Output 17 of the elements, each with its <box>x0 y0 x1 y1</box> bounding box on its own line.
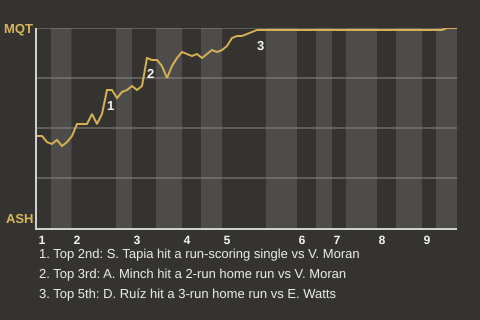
x-tick-label: 1 <box>38 233 46 248</box>
x-tick-label: 5 <box>224 233 231 248</box>
x-tick-label: 4 <box>184 233 191 248</box>
x-tick-label: 2 <box>74 233 81 248</box>
x-tick-label: 8 <box>378 233 386 248</box>
text: 3. Top 5th: D. Ruíz hit a 3-run home run vs E. Watts <box>39 286 336 301</box>
text: MQT <box>4 21 33 36</box>
annotation: 1 <box>107 98 114 113</box>
text: 2. Top 3rd: A. Minch hit a 2-run home run vs V. Moran <box>39 266 346 281</box>
x-tick-label: 9 <box>424 233 431 248</box>
annotation: 3 <box>257 38 264 53</box>
x-tick-label: 3 <box>134 233 141 248</box>
x-tick-label: 7 <box>334 233 341 248</box>
annotation: 2 <box>147 66 154 81</box>
text: ASH <box>6 211 34 226</box>
text: 1. Top 2nd: S. Tapia hit a run-scoring single vs V. Moran <box>39 246 360 261</box>
x-tick-label: 6 <box>298 233 306 248</box>
